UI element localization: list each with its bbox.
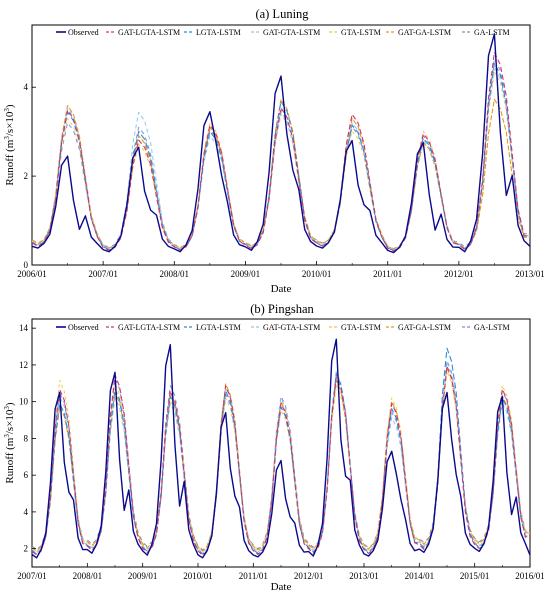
- x-axis-title-pingshan: Date: [271, 581, 292, 593]
- x-tick-label: 2008/01: [73, 571, 103, 581]
- y-tick-label: 4: [24, 82, 29, 92]
- legend-label: GA-LSTM: [474, 323, 510, 332]
- plot-frame-pingshan: [31, 318, 531, 568]
- legend-label: Observed: [68, 323, 99, 332]
- legend-label: GA-LSTM: [474, 28, 510, 37]
- panel-luning: (a) Luning 2006/01 2007/01 2008/01 2009/01 2…: [3, 7, 545, 295]
- series-line-gat-ga-lstm: [32, 98, 530, 250]
- y-tick-label: 2: [24, 171, 29, 181]
- series-line-ga-lstm: [32, 58, 530, 250]
- legend-label: GAT-GTA-LSTM: [263, 28, 320, 37]
- y-tick-label: 6: [24, 470, 29, 480]
- x-tick-label: 2013/01: [515, 269, 545, 279]
- legend-label: GTA-LSTM: [341, 323, 381, 332]
- series-line-lgta-lstm: [32, 62, 530, 252]
- x-tick-label: 2007/01: [17, 571, 47, 581]
- series-group-pingshan: [32, 338, 530, 559]
- legend-label: Observed: [68, 28, 99, 37]
- panel-title-luning: (a) Luning: [255, 7, 309, 21]
- y-axis-title-luning: Runoff (m3/s×103): [3, 104, 16, 185]
- x-tick-label: 2015/01: [460, 571, 490, 581]
- y-tick-label: 14: [19, 323, 29, 333]
- x-tick-label: 2016/01: [515, 571, 545, 581]
- series-line-observed: [32, 338, 530, 559]
- series-line-gta-lstm: [32, 71, 530, 251]
- legend-label: GTA-LSTM: [341, 28, 381, 37]
- y-axis-title-pingshan: Runoff (m3/s×103): [3, 402, 16, 483]
- y-tick-label: 0: [24, 260, 29, 270]
- legend-label: GAT-GA-LSTM: [398, 28, 451, 37]
- x-tick-label: 2014/01: [405, 571, 435, 581]
- y-tick-label: 2: [24, 544, 29, 554]
- y-tick-label: 8: [24, 433, 29, 443]
- x-tick-label: 2013/01: [349, 571, 379, 581]
- legend-luning: Observed GAT-LGTA-LSTM LGTA-LSTM GAT-GTA-LS…: [56, 28, 510, 37]
- x-tick-label: 2011/01: [239, 571, 268, 581]
- x-tick-label: 2008/01: [160, 269, 190, 279]
- y-ticks-pingshan: 2 4 6 8 10 12 14: [19, 323, 36, 554]
- x-tick-label: 2011/01: [373, 269, 402, 279]
- x-ticks-pingshan: 2007/01 2008/01 2009/01 2010/01 2011/01 2012/…: [17, 563, 545, 581]
- series-line-observed: [32, 33, 530, 254]
- legend-label: GAT-LGTA-LSTM: [118, 323, 180, 332]
- x-tick-label: 2009/01: [128, 571, 158, 581]
- y-tick-label: 10: [19, 397, 29, 407]
- series-group-luning: [32, 33, 530, 254]
- plot-frame-luning: [31, 24, 531, 266]
- x-axis-title-luning: Date: [271, 283, 292, 295]
- legend-label: GAT-GA-LSTM: [398, 323, 451, 332]
- x-ticks-luning: 2006/01 2007/01 2008/01 2009/01 2010/01 2011/…: [17, 261, 545, 279]
- x-tick-label: 2007/01: [88, 269, 118, 279]
- panel-pingshan: (b) Pingshan 2007/01 2008/01 2009/01 2010/0…: [3, 302, 545, 593]
- series-line-gat-gta-lstm: [32, 362, 530, 554]
- legend-pingshan: Observed GAT-LGTA-LSTM LGTA-LSTM GAT-GTA-LS…: [56, 323, 510, 332]
- x-tick-label: 2009/01: [231, 269, 261, 279]
- series-line-gat-gta-lstm: [32, 66, 530, 251]
- legend-label: LGTA-LSTM: [196, 323, 241, 332]
- legend-label: LGTA-LSTM: [196, 28, 241, 37]
- x-tick-label: 2012/01: [294, 571, 324, 581]
- x-tick-label: 2012/01: [444, 269, 474, 279]
- panel-title-pingshan: (b) Pingshan: [250, 302, 314, 316]
- x-tick-label: 2006/01: [17, 269, 47, 279]
- x-tick-label: 2010/01: [183, 571, 213, 581]
- y-ticks-luning: 0 2 4: [24, 82, 36, 270]
- legend-label: GAT-LGTA-LSTM: [118, 28, 180, 37]
- legend-label: GAT-GTA-LSTM: [263, 323, 320, 332]
- y-tick-label: 4: [24, 507, 29, 517]
- x-tick-label: 2010/01: [302, 269, 332, 279]
- y-tick-label: 12: [19, 360, 28, 370]
